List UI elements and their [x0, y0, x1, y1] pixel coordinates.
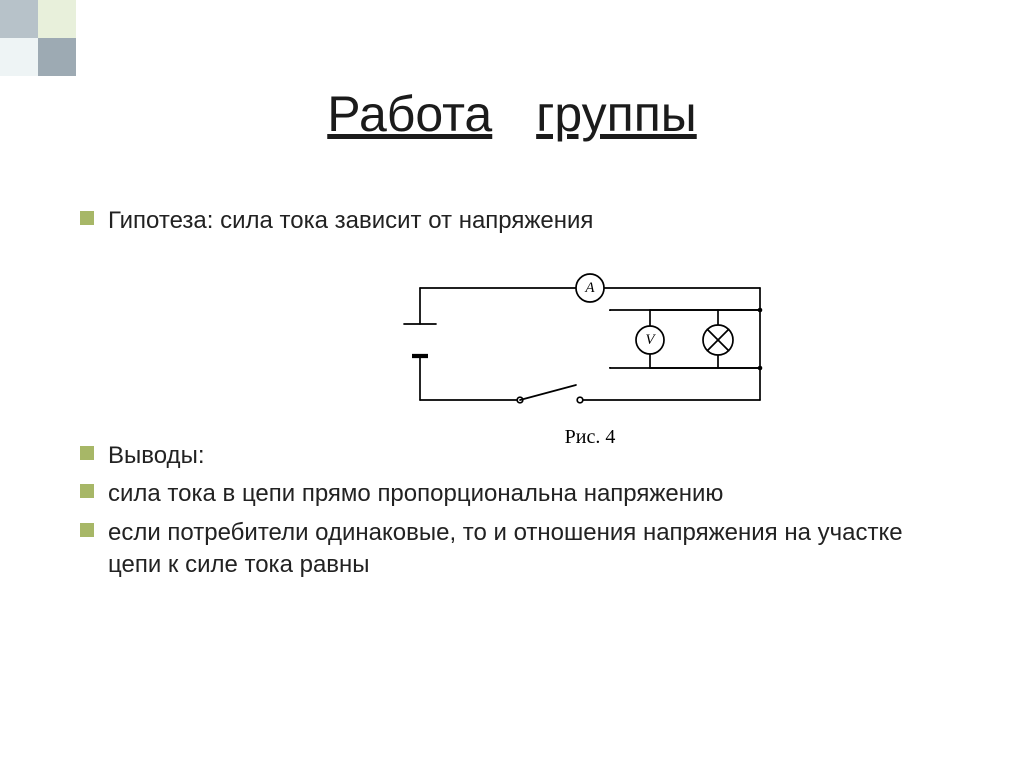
bullet-icon — [80, 484, 94, 498]
title-word-2: группы — [536, 86, 697, 142]
list-item: сила тока в цепи прямо пропорциональна н… — [80, 478, 960, 510]
title-word-1: Работа — [327, 86, 492, 142]
list-item: Гипотеза: сила тока зависит от напряжени… — [80, 205, 960, 237]
circuit-svg: AV — [400, 260, 780, 415]
list-item: Выводы: — [80, 440, 960, 472]
hypothesis-text: Гипотеза: сила тока зависит от напряжени… — [108, 205, 593, 237]
bullet-icon — [80, 446, 94, 460]
content-lower: Выводы: сила тока в цепи прямо пропорцио… — [80, 440, 960, 582]
conclusion-2: если потребители одинаковые, то и отноше… — [108, 517, 960, 582]
slide-title: Работа группы — [0, 85, 1024, 143]
list-item: если потребители одинаковые, то и отноше… — [80, 517, 960, 582]
bullet-icon — [80, 523, 94, 537]
content-upper: Гипотеза: сила тока зависит от напряжени… — [80, 205, 960, 237]
circuit-diagram: AV Рис. 4 — [380, 260, 800, 449]
slide: Работа группы Гипотеза: сила тока зависи… — [0, 0, 1024, 768]
conclusions-label: Выводы: — [108, 440, 204, 472]
bullet-icon — [80, 211, 94, 225]
svg-text:A: A — [584, 280, 595, 296]
conclusion-1: сила тока в цепи прямо пропорциональна н… — [108, 478, 723, 510]
